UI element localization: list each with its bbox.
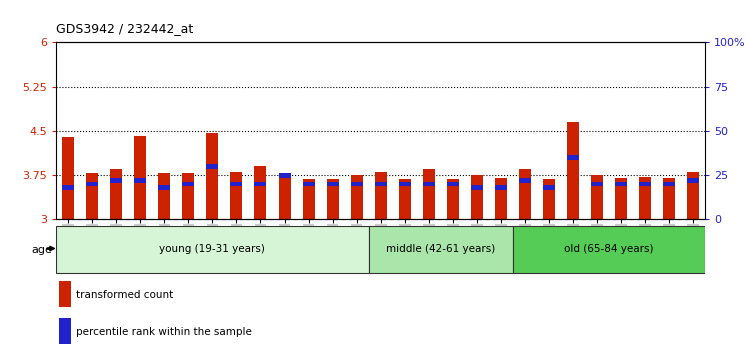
Bar bbox=[423, 169, 435, 219]
Bar bbox=[399, 182, 411, 187]
Bar bbox=[134, 178, 146, 183]
Bar bbox=[423, 182, 435, 187]
Bar bbox=[59, 281, 71, 307]
Bar bbox=[663, 182, 675, 187]
Bar bbox=[254, 166, 266, 219]
Bar bbox=[326, 182, 338, 187]
Bar bbox=[495, 178, 507, 219]
Text: GDS3942 / 232442_at: GDS3942 / 232442_at bbox=[56, 22, 194, 35]
Bar bbox=[591, 175, 603, 219]
Bar bbox=[254, 182, 266, 187]
Bar bbox=[519, 178, 531, 183]
Bar bbox=[59, 318, 71, 343]
Text: young (19-31 years): young (19-31 years) bbox=[160, 244, 266, 253]
Bar bbox=[182, 173, 194, 219]
Bar bbox=[134, 136, 146, 219]
Bar bbox=[182, 182, 194, 187]
Bar bbox=[62, 185, 74, 190]
Bar bbox=[447, 179, 459, 219]
Bar bbox=[86, 173, 98, 219]
Bar bbox=[206, 133, 218, 219]
Bar bbox=[519, 169, 531, 219]
Text: age: age bbox=[32, 245, 53, 255]
Bar bbox=[495, 185, 507, 190]
Bar bbox=[663, 178, 675, 219]
Bar bbox=[374, 172, 387, 219]
Bar bbox=[447, 182, 459, 187]
Bar bbox=[615, 178, 627, 219]
Bar bbox=[278, 173, 290, 178]
Bar bbox=[206, 164, 218, 169]
Bar bbox=[350, 175, 362, 219]
Bar bbox=[374, 182, 387, 187]
Bar bbox=[513, 226, 705, 273]
Bar bbox=[591, 182, 603, 187]
Bar bbox=[687, 172, 699, 219]
Bar bbox=[86, 182, 98, 187]
Bar bbox=[230, 172, 242, 219]
Bar bbox=[62, 137, 74, 219]
Bar bbox=[302, 182, 314, 187]
Bar bbox=[615, 182, 627, 187]
Bar bbox=[567, 122, 579, 219]
Bar bbox=[471, 175, 483, 219]
Bar bbox=[278, 175, 290, 219]
Bar bbox=[639, 177, 651, 219]
Text: middle (42-61 years): middle (42-61 years) bbox=[386, 244, 495, 253]
Bar bbox=[56, 226, 368, 273]
Bar bbox=[326, 179, 338, 219]
Bar bbox=[567, 155, 579, 160]
Bar bbox=[302, 179, 314, 219]
Bar bbox=[543, 179, 555, 219]
Bar bbox=[110, 169, 122, 219]
Bar bbox=[230, 182, 242, 187]
Bar bbox=[471, 185, 483, 190]
Text: percentile rank within the sample: percentile rank within the sample bbox=[76, 327, 251, 337]
Text: old (65-84 years): old (65-84 years) bbox=[564, 244, 654, 253]
Bar bbox=[399, 179, 411, 219]
Bar bbox=[543, 185, 555, 190]
Bar bbox=[368, 226, 513, 273]
Bar bbox=[110, 178, 122, 183]
Text: transformed count: transformed count bbox=[76, 290, 173, 300]
Bar bbox=[158, 173, 170, 219]
Bar bbox=[687, 178, 699, 183]
Bar bbox=[639, 182, 651, 187]
Bar bbox=[158, 185, 170, 190]
Bar bbox=[350, 182, 362, 187]
